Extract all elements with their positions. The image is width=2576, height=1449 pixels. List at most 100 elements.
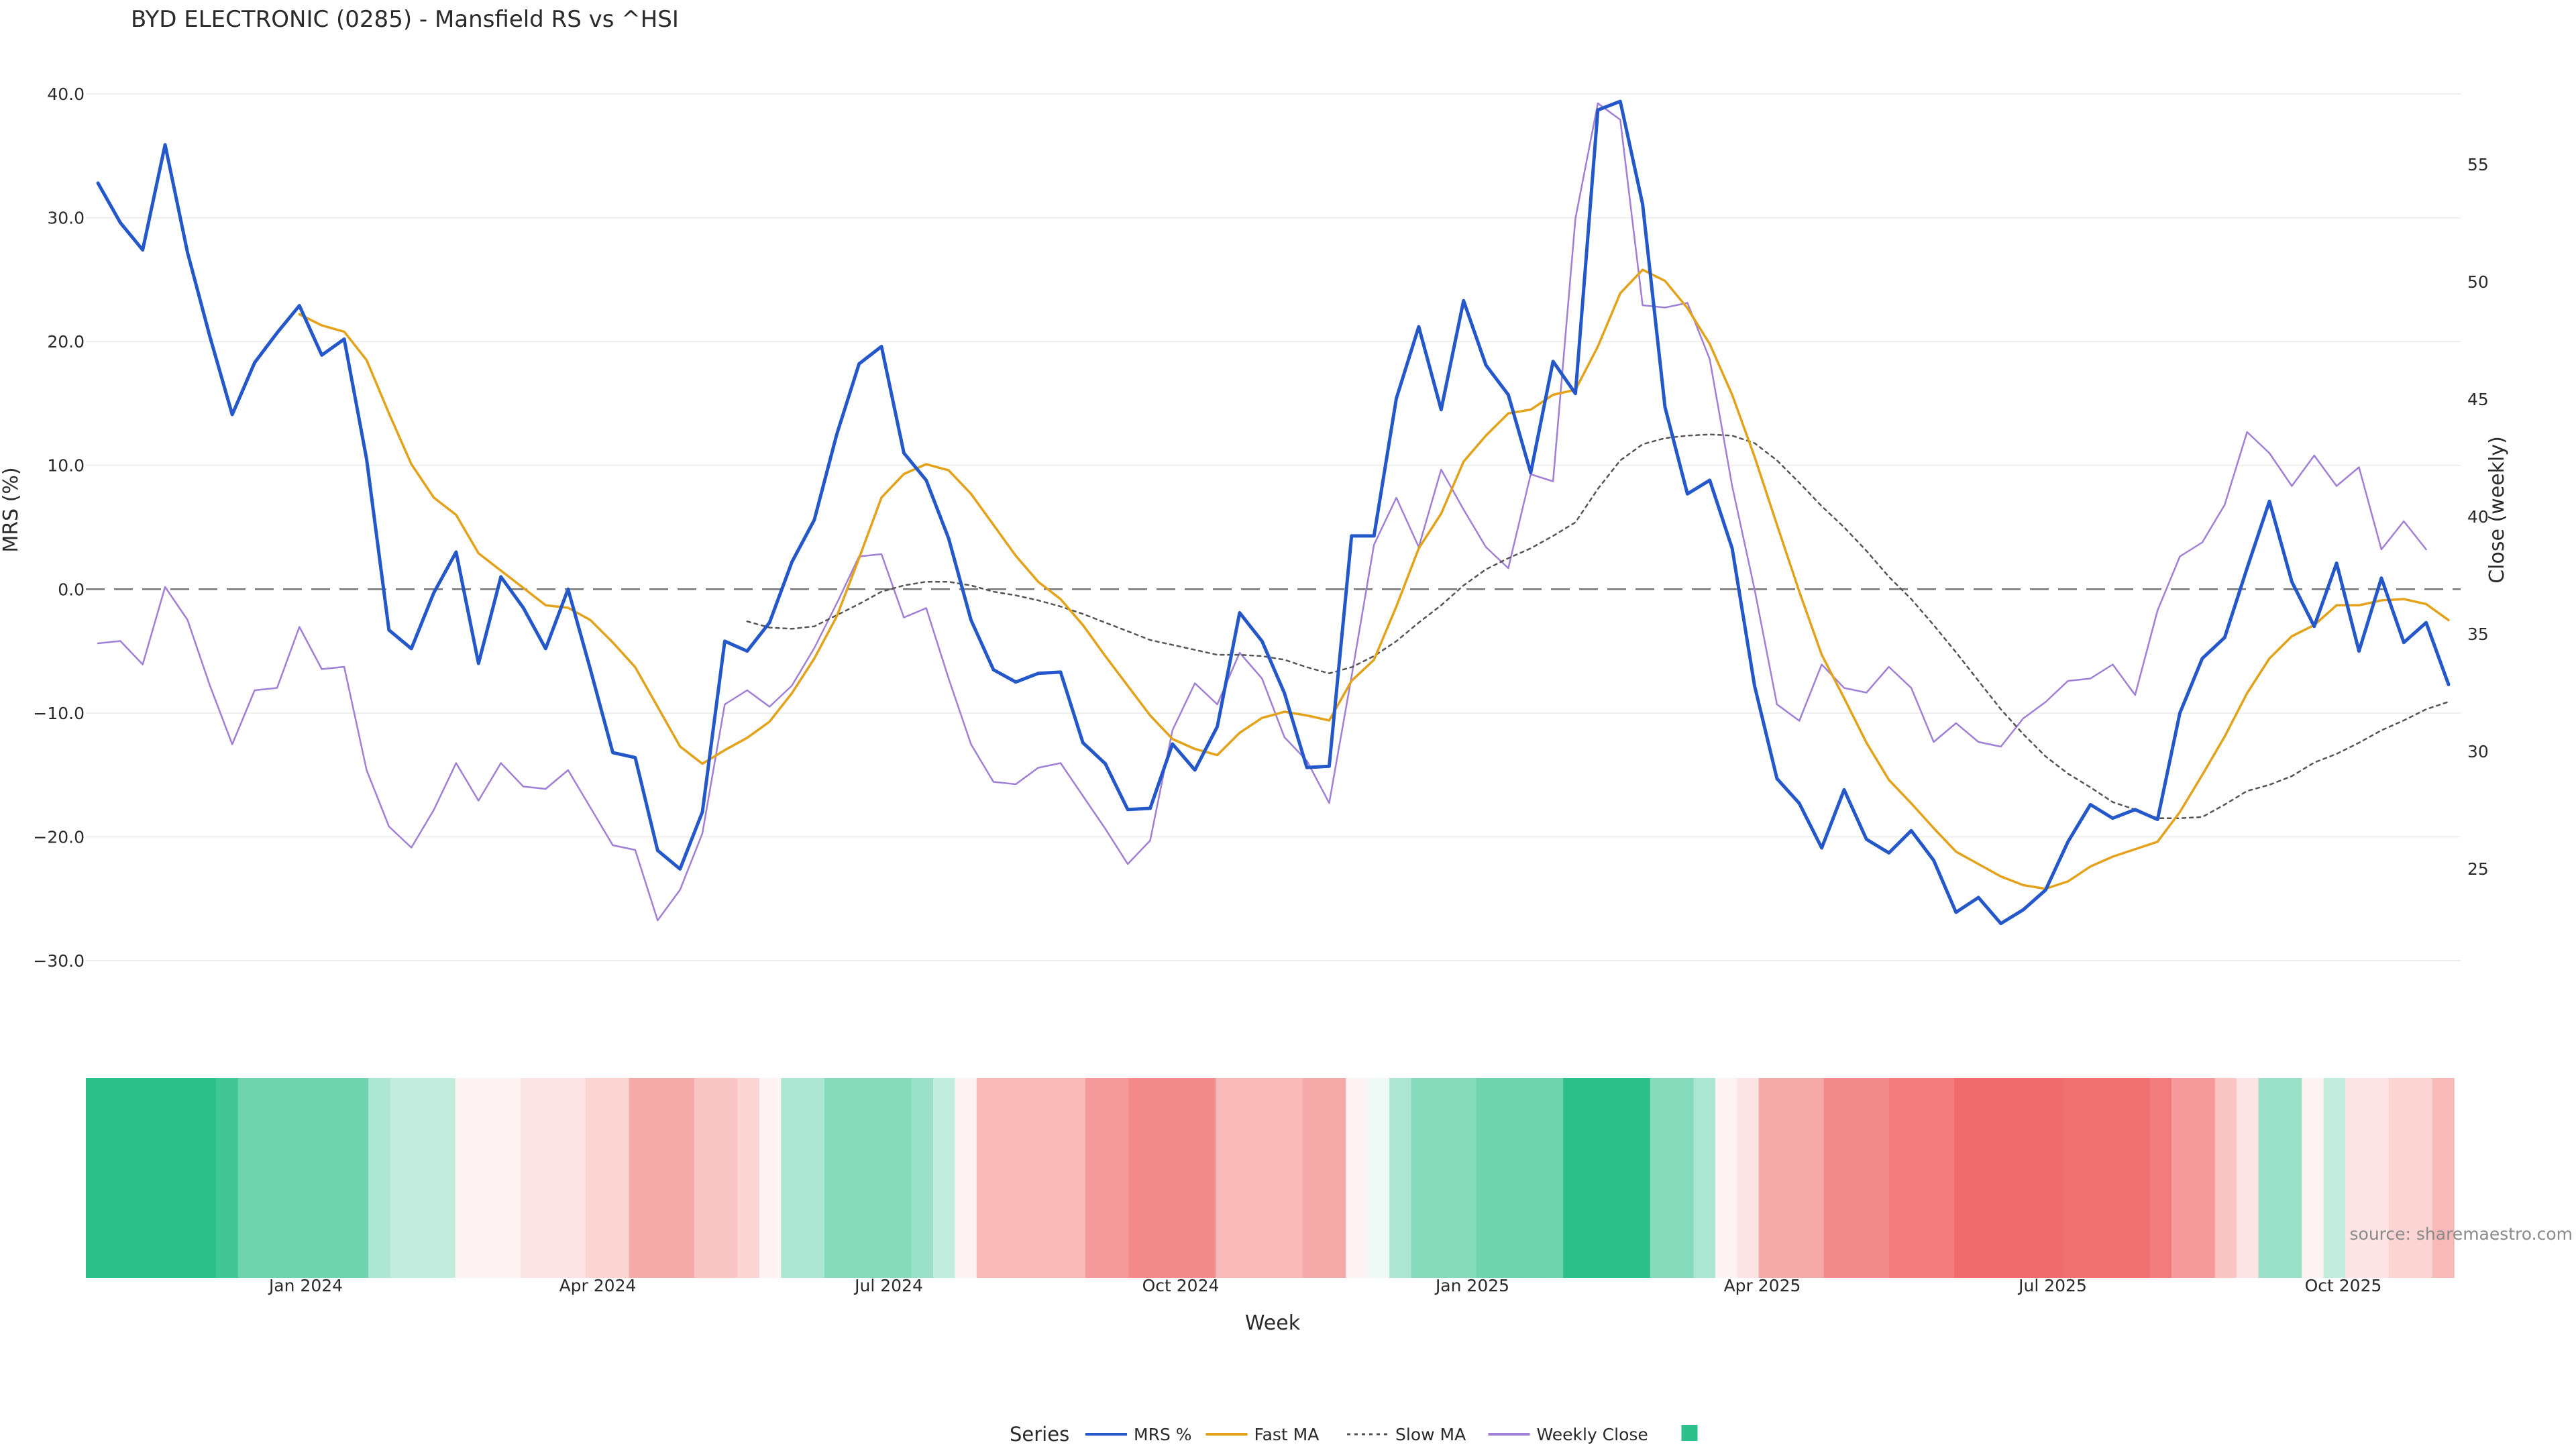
heat-cell <box>1063 1078 1086 1278</box>
y2-tick-label: 50 <box>2467 272 2489 292</box>
heat-cell <box>1802 1078 1825 1278</box>
y-axis-left-ticks: 40.0 30.0 20.0 10.0 0.0 −10.0 −20.0 −30.0 <box>33 85 85 971</box>
heat-cell <box>1758 1078 1781 1278</box>
y-axis-right-title: Close (weekly) <box>2485 436 2509 584</box>
legend-title: Series <box>1010 1423 1069 1446</box>
heat-strip <box>86 1078 2455 1278</box>
y2-tick-label: 35 <box>2467 625 2489 644</box>
heat-cell <box>1237 1078 1260 1278</box>
heat-cell <box>1932 1078 1955 1278</box>
heat-cell <box>129 1078 152 1278</box>
chart-title: BYD ELECTRONIC (0285) - Mansfield RS vs … <box>131 6 679 33</box>
mrs-line <box>96 99 2451 926</box>
heat-cell <box>1432 1078 1456 1278</box>
x-tick-label: Jan 2025 <box>1434 1276 1509 1295</box>
legend-label: Weekly Close <box>1537 1425 1648 1444</box>
y-tick-label: 40.0 <box>47 85 85 104</box>
legend-label: MRS % <box>1134 1425 1192 1444</box>
heat-cell <box>2237 1078 2259 1278</box>
heat-cell <box>1585 1078 1607 1278</box>
heat-cell <box>1172 1078 1195 1278</box>
heat-cell <box>998 1078 1021 1278</box>
heat-cell <box>1193 1078 1216 1278</box>
heat-cell <box>1954 1078 1977 1278</box>
heat-cell <box>1845 1078 1868 1278</box>
heat-cell <box>390 1078 413 1278</box>
heat-cell <box>1216 1078 1238 1278</box>
x-axis-ticks: Jan 2024 Apr 2024 Jul 2024 Oct 2024 Jan 2025… <box>268 1276 2381 1295</box>
heat-cell <box>2041 1078 2063 1278</box>
heat-cell <box>1498 1078 1521 1278</box>
heat-cell <box>1911 1078 1933 1278</box>
y-tick-label: 20.0 <box>47 332 85 352</box>
heat-cell <box>237 1078 260 1278</box>
heat-cell <box>2171 1078 2194 1278</box>
x-tick-label: Jan 2024 <box>268 1276 343 1295</box>
heat-cell <box>1346 1078 1368 1278</box>
heat-cell <box>1367 1078 1390 1278</box>
heat-cell <box>1085 1078 1108 1278</box>
heat-cell <box>2128 1078 2151 1278</box>
heat-cell <box>2149 1078 2172 1278</box>
heat-cell <box>1650 1078 1672 1278</box>
heat-cell <box>107 1078 130 1278</box>
heat-cell <box>2193 1078 2216 1278</box>
heat-cell <box>716 1078 739 1278</box>
series-lines <box>96 99 2451 926</box>
heat-cell <box>411 1078 434 1278</box>
y-tick-label: −20.0 <box>33 827 85 847</box>
heat-cell <box>1628 1078 1651 1278</box>
source-credit: source: sharemaestro.com <box>2350 1224 2573 1244</box>
heat-cell <box>824 1078 847 1278</box>
heat-cell <box>672 1078 695 1278</box>
heat-cell <box>86 1078 109 1278</box>
heat-cell <box>216 1078 239 1278</box>
heat-cell <box>1737 1078 1760 1278</box>
gridlines <box>86 93 2461 961</box>
heat-cell <box>2410 1078 2433 1278</box>
heat-cell <box>955 1078 977 1278</box>
y-tick-label: 0.0 <box>58 580 85 599</box>
y2-tick-label: 45 <box>2467 390 2489 409</box>
heat-cell <box>476 1078 500 1278</box>
heat-cell <box>1128 1078 1151 1278</box>
heat-cell <box>260 1078 282 1278</box>
heat-cell <box>433 1078 456 1278</box>
heat-cell <box>1672 1078 1695 1278</box>
x-tick-label: Jul 2024 <box>853 1276 923 1295</box>
heat-cell <box>564 1078 586 1278</box>
heat-cell <box>1889 1078 1912 1278</box>
y-tick-label: −10.0 <box>33 704 85 723</box>
heat-cell <box>520 1078 543 1278</box>
heat-cell <box>2388 1078 2411 1278</box>
heat-cell <box>1411 1078 1434 1278</box>
slow-ma-line <box>746 433 2450 819</box>
y2-tick-label: 55 <box>2467 155 2489 174</box>
x-tick-label: Jul 2025 <box>2017 1276 2087 1295</box>
heat-cell <box>737 1078 760 1278</box>
heat-cell <box>1693 1078 1716 1278</box>
y-tick-label: 30.0 <box>47 209 85 228</box>
heat-cell <box>368 1078 391 1278</box>
heat-cell <box>1780 1078 1803 1278</box>
heat-cell <box>1454 1078 1477 1278</box>
heat-cell <box>2279 1078 2303 1278</box>
heat-cell <box>629 1078 651 1278</box>
heat-cell <box>2214 1078 2237 1278</box>
heat-cell <box>1150 1078 1173 1278</box>
legend-label: Fast MA <box>1254 1425 1320 1444</box>
heat-cell <box>2432 1078 2455 1278</box>
heat-cell <box>759 1078 782 1278</box>
x-axis-title: Week <box>1245 1311 1301 1335</box>
heat-cell <box>585 1078 608 1278</box>
heat-cell <box>1976 1078 1998 1278</box>
y-tick-label: −30.0 <box>33 951 85 971</box>
heat-cell <box>1519 1078 1542 1278</box>
heat-cell <box>933 1078 956 1278</box>
heat-cell <box>651 1078 674 1278</box>
heat-cell <box>867 1078 891 1278</box>
heat-cell <box>607 1078 630 1278</box>
x-tick-label: Oct 2024 <box>1142 1276 1220 1295</box>
heat-cell <box>172 1078 195 1278</box>
